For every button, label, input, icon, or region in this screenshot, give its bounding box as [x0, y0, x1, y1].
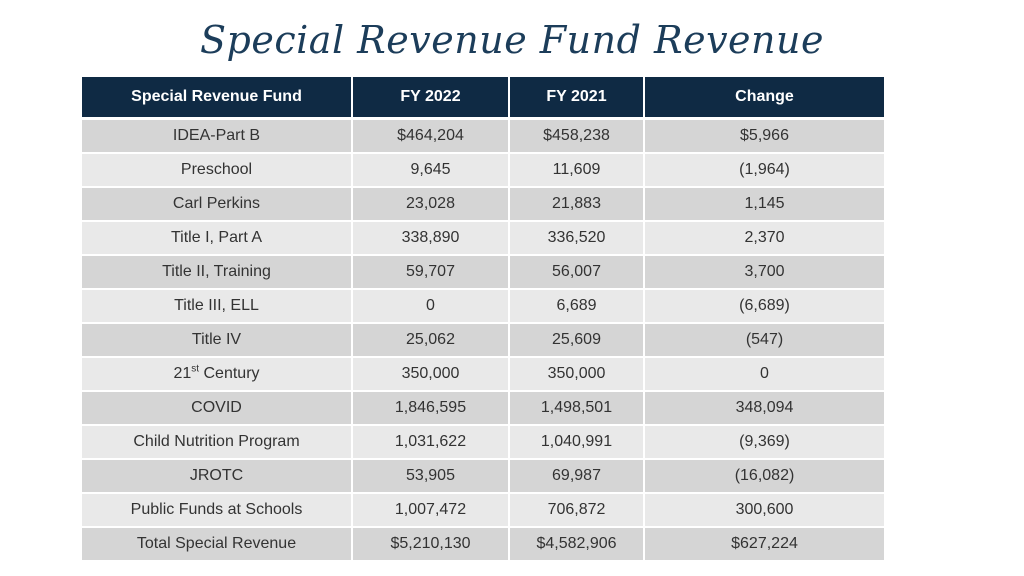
table-row: COVID 1,846,595 1,498,501 348,094 — [82, 391, 884, 426]
cell-fy2021: 69,987 — [509, 459, 645, 494]
cell-change: 0 — [644, 357, 884, 392]
cell-fy2021: $458,238 — [509, 120, 645, 154]
cell-fy2022: 9,645 — [352, 153, 510, 188]
fund-prefix: 21 — [173, 365, 192, 382]
cell-fy2022: 23,028 — [352, 187, 510, 222]
cell-fy2021: 706,872 — [509, 493, 645, 528]
cell-fy2021: 1,498,501 — [509, 391, 645, 426]
cell-fy2022: 338,890 — [352, 221, 510, 256]
cell-fy2021: 21,883 — [509, 187, 645, 222]
header-fy2021: FY 2021 — [509, 77, 645, 117]
table-row: Child Nutrition Program 1,031,622 1,040,… — [82, 425, 884, 460]
header-change: Change — [644, 77, 884, 117]
table-row: Title III, ELL 0 6,689 (6,689) — [82, 289, 884, 324]
table-row: IDEA-Part B $464,204 $458,238 $5,966 — [82, 120, 884, 154]
spacer-cell — [82, 117, 884, 120]
cell-fy2022: $5,210,130 — [352, 527, 510, 562]
cell-change: 1,145 — [644, 187, 884, 222]
cell-fund: Carl Perkins — [82, 187, 353, 222]
table-row: Preschool 9,645 11,609 (1,964) — [82, 153, 884, 188]
cell-fy2021: 1,040,991 — [509, 425, 645, 460]
cell-fund: Total Special Revenue — [82, 527, 353, 562]
cell-fy2022: 350,000 — [352, 357, 510, 392]
cell-fund: Preschool — [82, 153, 353, 188]
header-row: Special Revenue Fund FY 2022 FY 2021 Cha… — [82, 77, 884, 117]
cell-fy2022: 53,905 — [352, 459, 510, 494]
cell-fund: Title IV — [82, 323, 353, 358]
header-spacer — [82, 117, 884, 120]
table-header: Special Revenue Fund FY 2022 FY 2021 Cha… — [82, 77, 884, 117]
cell-fund: JROTC — [82, 459, 353, 494]
table-row: Public Funds at Schools 1,007,472 706,87… — [82, 493, 884, 528]
cell-change: 348,094 — [644, 391, 884, 426]
cell-change: (547) — [644, 323, 884, 358]
cell-fund: Title I, Part A — [82, 221, 353, 256]
cell-fy2022: 59,707 — [352, 255, 510, 290]
cell-fy2021: 6,689 — [509, 289, 645, 324]
cell-fy2021: 350,000 — [509, 357, 645, 392]
cell-fund: IDEA-Part B — [82, 120, 353, 154]
cell-fy2022: $464,204 — [352, 120, 510, 154]
table-row-total: Total Special Revenue $5,210,130 $4,582,… — [82, 527, 884, 562]
cell-fy2022: 1,846,595 — [352, 391, 510, 426]
cell-change: (1,964) — [644, 153, 884, 188]
table-body: IDEA-Part B $464,204 $458,238 $5,966 Pre… — [82, 117, 884, 562]
cell-change: 2,370 — [644, 221, 884, 256]
cell-fund: Title II, Training — [82, 255, 353, 290]
cell-fund: Public Funds at Schools — [82, 493, 353, 528]
cell-change: 300,600 — [644, 493, 884, 528]
cell-change: 3,700 — [644, 255, 884, 290]
fund-ordinal-suffix: st — [191, 363, 200, 375]
cell-change: (9,369) — [644, 425, 884, 460]
cell-fy2021: 25,609 — [509, 323, 645, 358]
fund-suffix: Century — [199, 365, 260, 382]
revenue-table-container: Special Revenue Fund FY 2022 FY 2021 Cha… — [82, 77, 884, 562]
cell-fy2022: 1,031,622 — [352, 425, 510, 460]
cell-fund: COVID — [82, 391, 353, 426]
cell-fy2022: 1,007,472 — [352, 493, 510, 528]
table-row: JROTC 53,905 69,987 (16,082) — [82, 459, 884, 494]
table-row: Title II, Training 59,707 56,007 3,700 — [82, 255, 884, 290]
cell-change: $5,966 — [644, 120, 884, 154]
table-row: 21st Century 350,000 350,000 0 — [82, 357, 884, 392]
cell-change: $627,224 — [644, 527, 884, 562]
cell-fund: Child Nutrition Program — [82, 425, 353, 460]
cell-fund: 21st Century — [82, 357, 353, 392]
table-row: Title IV 25,062 25,609 (547) — [82, 323, 884, 358]
revenue-table: Special Revenue Fund FY 2022 FY 2021 Cha… — [82, 77, 884, 562]
cell-change: (6,689) — [644, 289, 884, 324]
cell-fy2021: $4,582,906 — [509, 527, 645, 562]
slide-title: Special Revenue Fund Revenue — [200, 18, 824, 62]
cell-fund: Title III, ELL — [82, 289, 353, 324]
cell-fy2022: 0 — [352, 289, 510, 324]
cell-fy2022: 25,062 — [352, 323, 510, 358]
table-row: Carl Perkins 23,028 21,883 1,145 — [82, 187, 884, 222]
header-fund: Special Revenue Fund — [82, 77, 353, 117]
cell-fy2021: 56,007 — [509, 255, 645, 290]
cell-fy2021: 336,520 — [509, 221, 645, 256]
header-fy2022: FY 2022 — [352, 77, 510, 117]
cell-change: (16,082) — [644, 459, 884, 494]
table-row: Title I, Part A 338,890 336,520 2,370 — [82, 221, 884, 256]
cell-fy2021: 11,609 — [509, 153, 645, 188]
